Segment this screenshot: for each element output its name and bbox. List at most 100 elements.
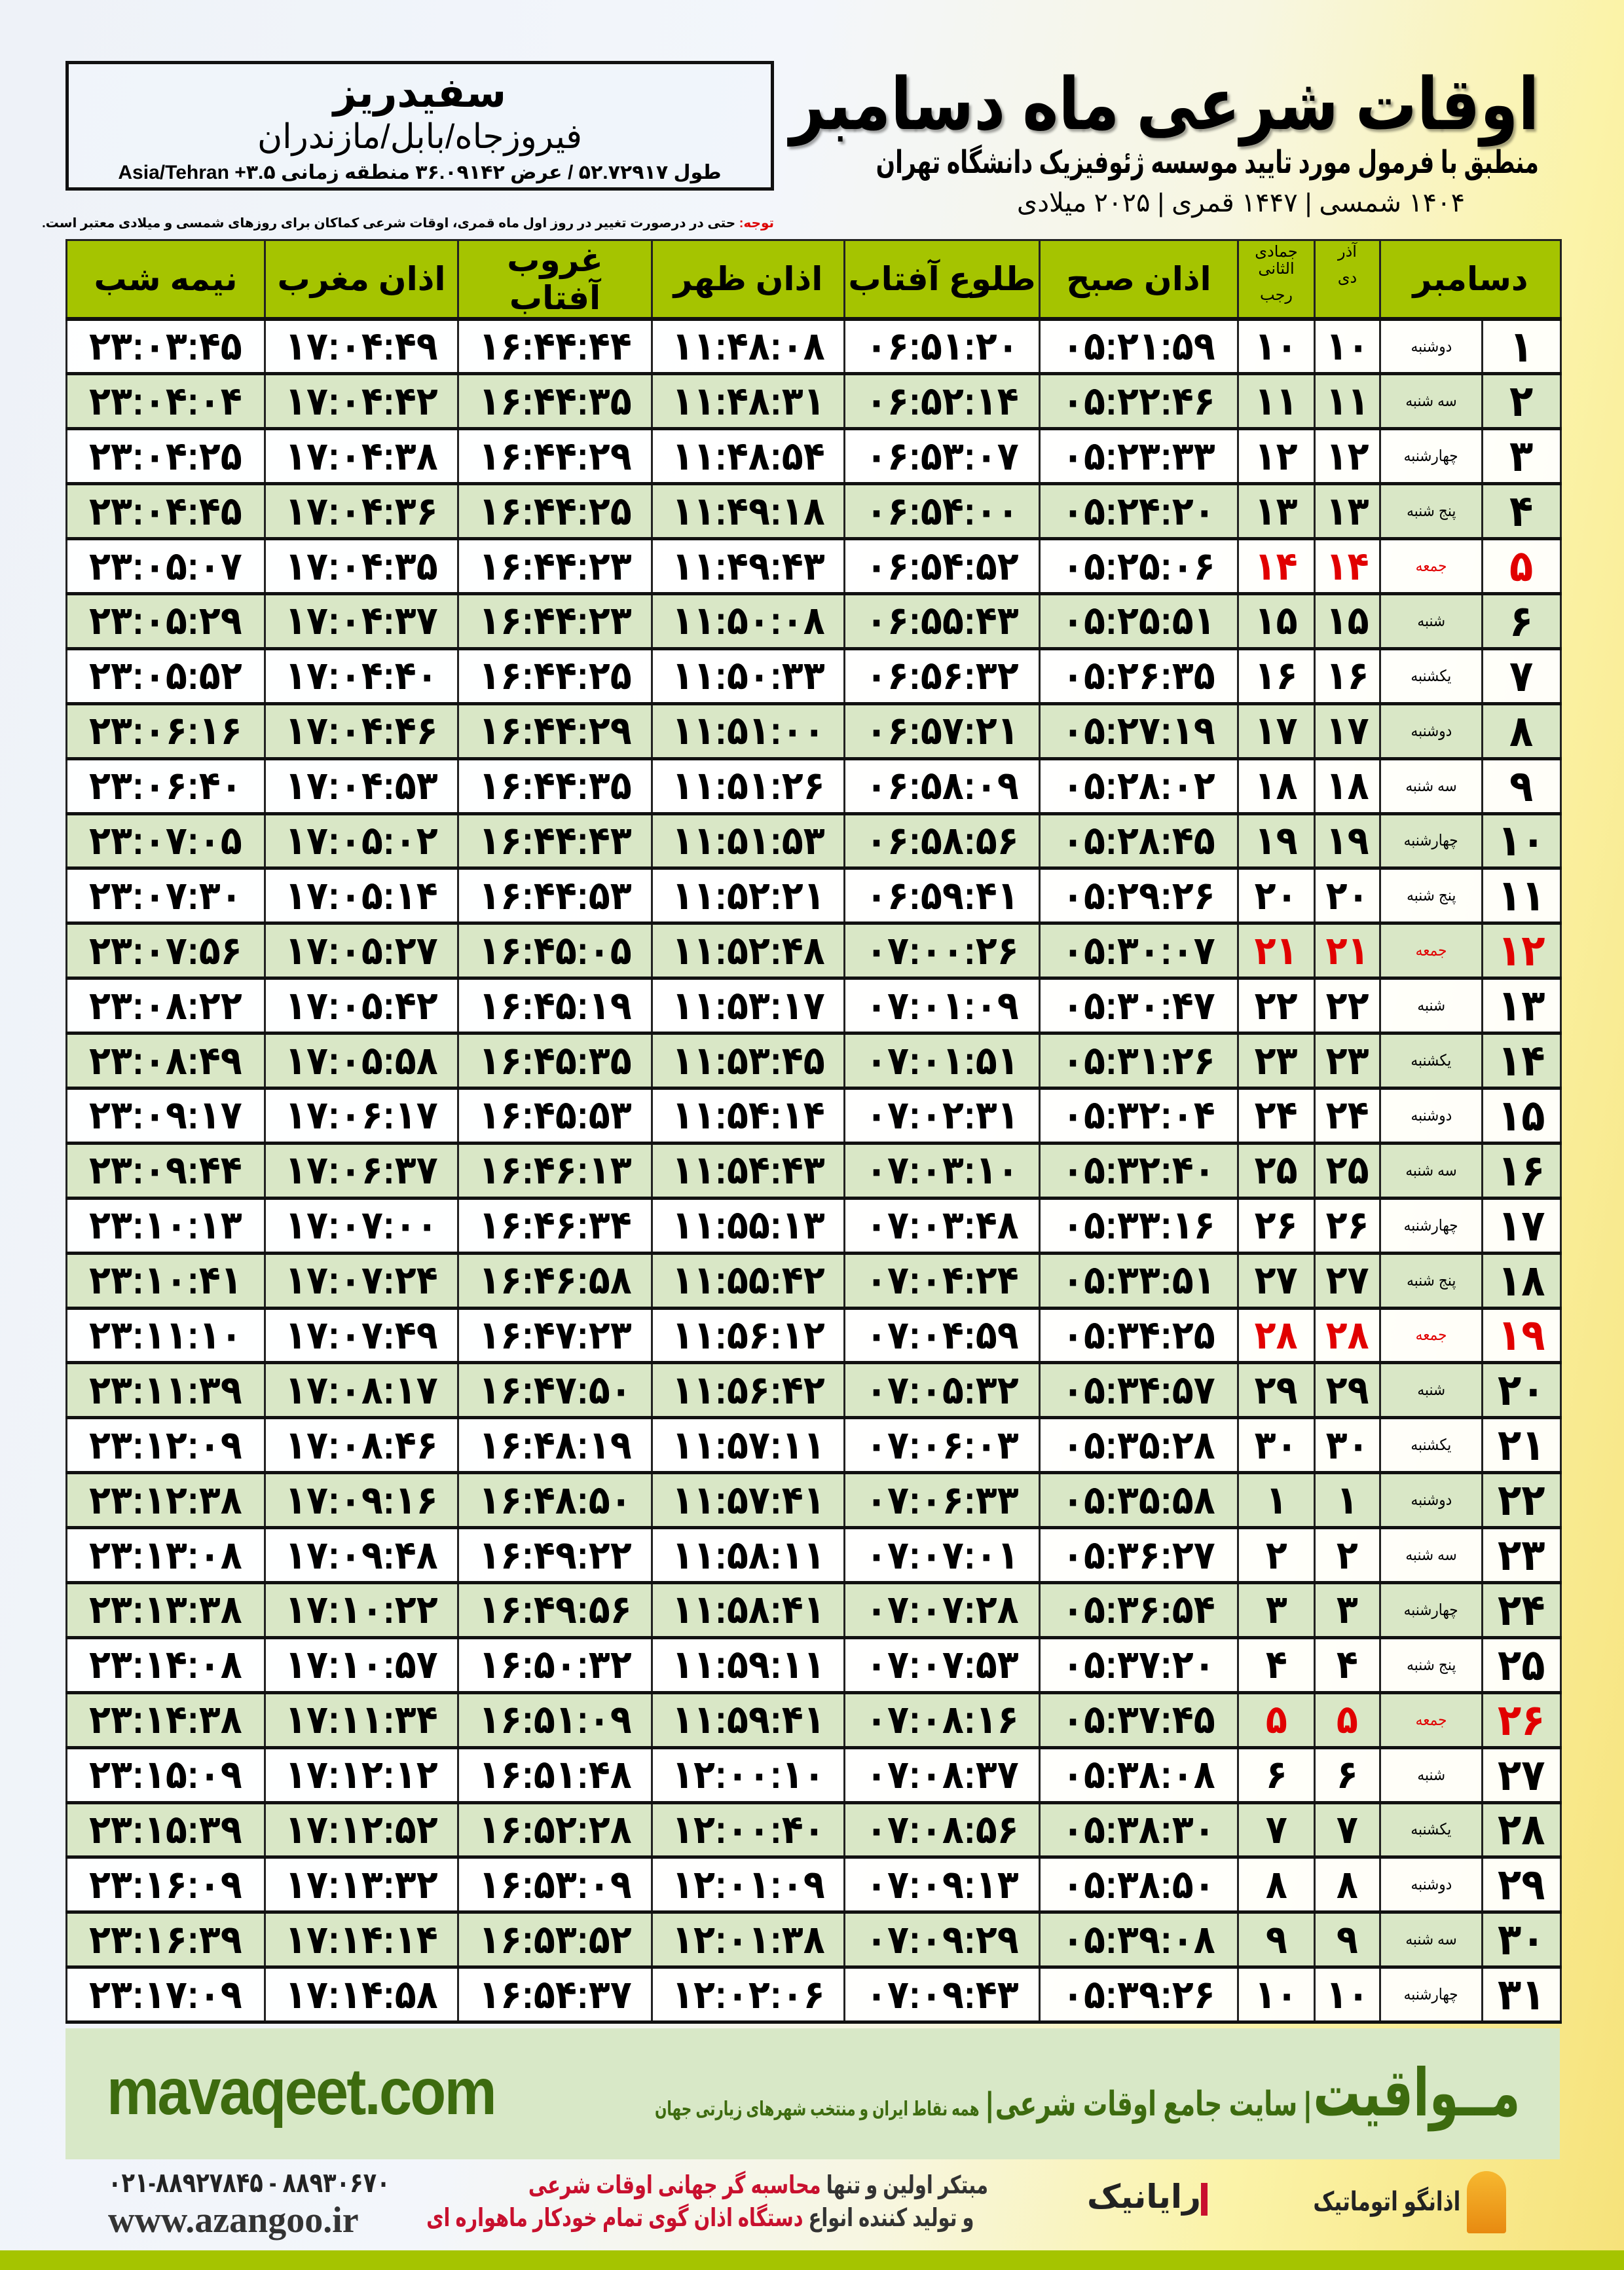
cell-zohr: ۱۱:۵۰:۰۸	[651, 592, 845, 650]
cell-weekday: شنبه	[1378, 1746, 1484, 1804]
cell-day: ۱۱	[1481, 867, 1562, 925]
shamsi-value: ۲۲	[1325, 983, 1369, 1028]
cell-nimeshab: ۲۳:۰۹:۱۷	[65, 1087, 266, 1145]
ghorub-value: ۱۶:۴۶:۵۸	[478, 1258, 632, 1303]
cell-sobh: ۰۵:۳۳:۵۱	[1039, 1252, 1239, 1310]
cell-day: ۱۰	[1481, 812, 1562, 870]
ghorub-value: ۱۶:۵۴:۳۷	[478, 1972, 632, 2017]
cell-sobh: ۰۵:۲۴:۲۰	[1039, 483, 1239, 541]
shamsi-value: ۲۳	[1325, 1038, 1369, 1083]
azangoo-logo: اذانگو اتوماتیک	[1283, 2171, 1506, 2237]
cell-sobh: ۰۵:۲۸:۴۵	[1039, 812, 1239, 870]
cell-ghorub: ۱۶:۴۴:۳۵	[457, 757, 653, 815]
cell-day: ۱۴	[1481, 1032, 1562, 1090]
website-url[interactable]: www.azangoo.ir	[108, 2200, 359, 2241]
cell-sobh: ۰۵:۲۲:۴۶	[1039, 373, 1239, 431]
cell-weekday: جمعه	[1378, 1691, 1484, 1749]
cell-shamsi: ۲۹	[1314, 1362, 1381, 1420]
cell-ghorub: ۱۶:۴۴:۲۹	[457, 428, 653, 486]
cell-ghorub: ۱۶:۴۴:۲۳	[457, 538, 653, 595]
day-value: ۱۰	[1498, 816, 1545, 865]
page-title-line: اوقات شرعی ماه دسامبر	[790, 65, 1539, 144]
site-url[interactable]: mavaqeet.com	[107, 2055, 497, 2129]
cell-day: ۹	[1481, 757, 1562, 815]
weekday-value: شنبه	[1417, 1766, 1445, 1784]
cell-day: ۶	[1481, 592, 1562, 650]
weekday-value: جمعه	[1415, 557, 1447, 575]
table-row: ۱۳ شنبه ۲۲ ۲۲ ۰۵:۳۰:۴۷ ۰۷:۰۱:۰۹ ۱۱:۵۳:۱۷ ۱۶:۴۵:…	[65, 977, 1562, 1035]
cell-maghreb: ۱۷:۰۸:۱۷	[264, 1362, 459, 1420]
ghorub-value: ۱۶:۵۳:۵۲	[478, 1917, 632, 1962]
sobh-value: ۰۵:۳۳:۱۶	[1062, 1203, 1215, 1248]
ghorub-value: ۱۶:۴۴:۴۴	[478, 324, 632, 369]
cell-sobh: ۰۵:۳۴:۲۵	[1039, 1307, 1239, 1365]
cell-shamsi: ۱۱	[1314, 373, 1381, 431]
cell-maghreb: ۱۷:۰۵:۱۴	[264, 867, 459, 925]
cell-ghorub: ۱۶:۴۴:۲۹	[457, 702, 653, 760]
cell-tolu: ۰۷:۰۵:۳۲	[843, 1362, 1041, 1420]
cell-shamsi: ۲۶	[1314, 1197, 1381, 1255]
sobh-value: ۰۵:۲۸:۰۲	[1062, 764, 1215, 808]
maghreb-value: ۱۷:۱۰:۲۲	[285, 1588, 438, 1632]
zohr-value: ۱۱:۵۶:۱۲	[671, 1312, 825, 1357]
shamsi-value: ۱۷	[1325, 709, 1369, 753]
cell-nimeshab: ۲۳:۰۶:۴۰	[65, 757, 266, 815]
cell-shamsi: ۳۰	[1314, 1417, 1381, 1475]
nimeshab-value: ۲۳:۰۵:۵۲	[89, 654, 242, 698]
zohr-value: ۱۱:۵۱:۰۰	[671, 709, 825, 753]
weekday-value: جمعه	[1415, 1326, 1447, 1345]
sobh-value: ۰۵:۲۱:۵۹	[1062, 324, 1215, 369]
nimeshab-value: ۲۳:۱۷:۰۹	[89, 1972, 242, 2017]
nimeshab-value: ۲۳:۰۷:۰۵	[89, 818, 242, 863]
cell-nimeshab: ۲۳:۱۵:۳۹	[65, 1801, 266, 1859]
shamsi-value: ۱۶	[1325, 654, 1369, 698]
shamsi-value: ۱۳	[1325, 489, 1369, 533]
cell-zohr: ۱۱:۵۵:۱۳	[651, 1197, 845, 1255]
cell-weekday: چهارشنبه	[1378, 1581, 1484, 1639]
day-value: ۲۴	[1498, 1585, 1545, 1634]
table-row: ۱۴ یکشنبه ۲۳ ۲۳ ۰۵:۳۱:۲۶ ۰۷:۰۱:۵۱ ۱۱:۵۳:۴۵ ۱۶:۴…	[65, 1032, 1562, 1090]
cell-tolu: ۰۷:۰۸:۳۷	[843, 1746, 1041, 1804]
cell-qamari: ۳	[1237, 1581, 1316, 1639]
sobh-value: ۰۵:۳۵:۵۸	[1062, 1478, 1215, 1522]
shamsi-value: ۱۰	[1325, 324, 1369, 369]
table-row: ۶ شنبه ۱۵ ۱۵ ۰۵:۲۵:۵۱ ۰۶:۵۵:۴۳ ۱۱:۵۰:۰۸ ۱۶:۴۴:۲…	[65, 592, 1562, 650]
cell-zohr: ۱۲:۰۱:۳۸	[651, 1911, 845, 1969]
cell-tolu: ۰۷:۰۰:۲۶	[843, 922, 1041, 980]
tolu-value: ۰۷:۰۷:۰۱	[865, 1533, 1019, 1577]
cell-shamsi: ۶	[1314, 1746, 1381, 1804]
day-value: ۲۰	[1498, 1366, 1545, 1415]
cell-weekday: یکشنبه	[1378, 1032, 1484, 1090]
zohr-value: ۱۱:۵۸:۴۱	[671, 1588, 825, 1632]
ghorub-value: ۱۶:۴۸:۱۹	[478, 1423, 632, 1467]
day-value: ۲۶	[1498, 1695, 1545, 1744]
cell-day: ۳۱	[1481, 1966, 1562, 2024]
cell-tolu: ۰۶:۵۶:۳۲	[843, 647, 1041, 705]
cell-sobh: ۰۵:۳۶:۵۴	[1039, 1581, 1239, 1639]
cell-weekday: سه شنبه	[1378, 373, 1484, 431]
nimeshab-value: ۲۳:۰۵:۲۹	[89, 599, 242, 643]
qamari-value: ۲۷	[1255, 1258, 1298, 1303]
cell-zohr: ۱۱:۵۹:۴۱	[651, 1691, 845, 1749]
table-row: ۸ دوشنبه ۱۷ ۱۷ ۰۵:۲۷:۱۹ ۰۶:۵۷:۲۱ ۱۱:۵۱:۰۰ ۱۶:۴۴…	[65, 702, 1562, 760]
tolu-value: ۰۷:۰۹:۲۹	[865, 1917, 1019, 1962]
zohr-value: ۱۲:۰۱:۳۸	[671, 1917, 825, 1962]
qamari-value: ۱۹	[1255, 818, 1298, 863]
cell-weekday: دوشنبه	[1378, 1087, 1484, 1145]
qamari-value: ۲۶	[1255, 1203, 1298, 1248]
cell-sobh: ۰۵:۲۱:۵۹	[1039, 318, 1239, 376]
cell-qamari: ۷	[1237, 1801, 1316, 1859]
mavaqeet-banner: mavaqeet.com مــواقیت | سایت جامع اوقات …	[65, 2028, 1560, 2159]
cell-tolu: ۰۷:۰۴:۲۴	[843, 1252, 1041, 1310]
cell-nimeshab: ۲۳:۰۷:۰۵	[65, 812, 266, 870]
weekday-value: سه شنبه	[1405, 1931, 1457, 1949]
nimeshab-value: ۲۳:۰۹:۱۷	[89, 1093, 242, 1138]
cell-weekday: جمعه	[1378, 922, 1484, 980]
cell-ghorub: ۱۶:۵۳:۰۹	[457, 1856, 653, 1914]
cell-ghorub: ۱۶:۴۵:۵۳	[457, 1087, 653, 1145]
cell-ghorub: ۱۶:۴۵:۰۵	[457, 922, 653, 980]
cell-shamsi: ۲۲	[1314, 977, 1381, 1035]
shamsi-value: ۹	[1337, 1917, 1358, 1962]
day-value: ۱	[1509, 322, 1534, 371]
cell-day: ۲۳	[1481, 1527, 1562, 1584]
